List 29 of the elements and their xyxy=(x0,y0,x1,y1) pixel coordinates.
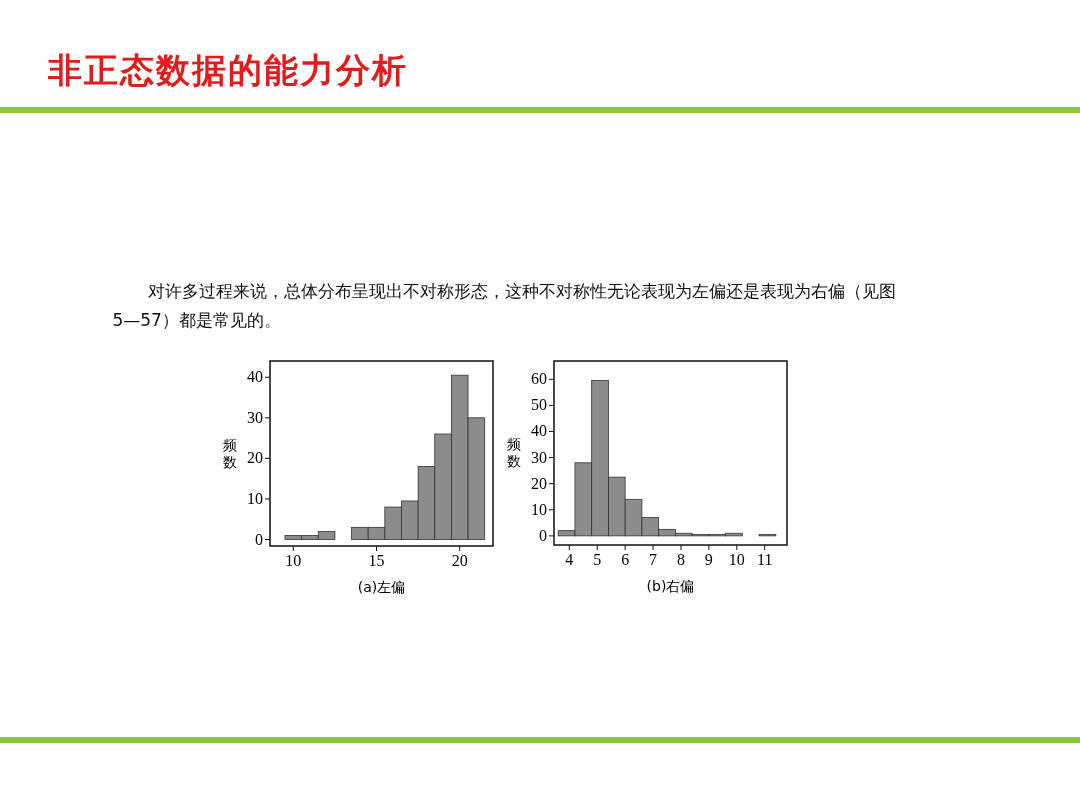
x-tick-label: 10 xyxy=(285,552,302,569)
chart-title: 非正态数据的能力分析 xyxy=(47,50,408,90)
y-axis-title: 频数 xyxy=(507,436,521,469)
y-tick-label: 20 xyxy=(531,474,547,492)
x-tick-label: 11 xyxy=(756,551,773,568)
x-axis-title: (b)右偏 xyxy=(646,578,695,594)
y-axis-title: 频数 xyxy=(223,436,237,470)
text: 对许多过程来说，总体分布呈现出不对称形态，这种不对称性无论表现为左偏还是表现为右偏（见图 5—57）都是常见的。 xyxy=(107,281,896,330)
x-tick-label: 15 xyxy=(368,552,385,569)
y-tick-label: 40 xyxy=(247,368,263,386)
y-tick-label: 30 xyxy=(247,408,263,426)
y-tick-label: 20 xyxy=(247,449,263,467)
y-tick-label: 40 xyxy=(531,422,547,440)
x-tick-label: 10 xyxy=(728,551,745,568)
x-axis-title: (a)左偏 xyxy=(357,579,406,595)
y-tick-label: 10 xyxy=(247,489,263,507)
y-tick-label: 60 xyxy=(531,370,547,388)
x-tick-label: 4 xyxy=(565,551,574,568)
x-tick-label: 8 xyxy=(676,551,685,568)
x-tick-label: 6 xyxy=(621,551,630,568)
y-tick-label: 50 xyxy=(531,396,547,414)
x-tick-label: 5 xyxy=(593,551,602,568)
x-tick-label: 7 xyxy=(649,551,658,568)
y-tick-label: 0 xyxy=(539,526,547,544)
y-tick-label: 30 xyxy=(531,448,547,466)
y-tick-label: 0 xyxy=(255,530,263,548)
y-tick-label: 10 xyxy=(531,500,547,518)
x-tick-label: 9 xyxy=(704,551,713,568)
x-tick-label: 20 xyxy=(451,552,468,569)
